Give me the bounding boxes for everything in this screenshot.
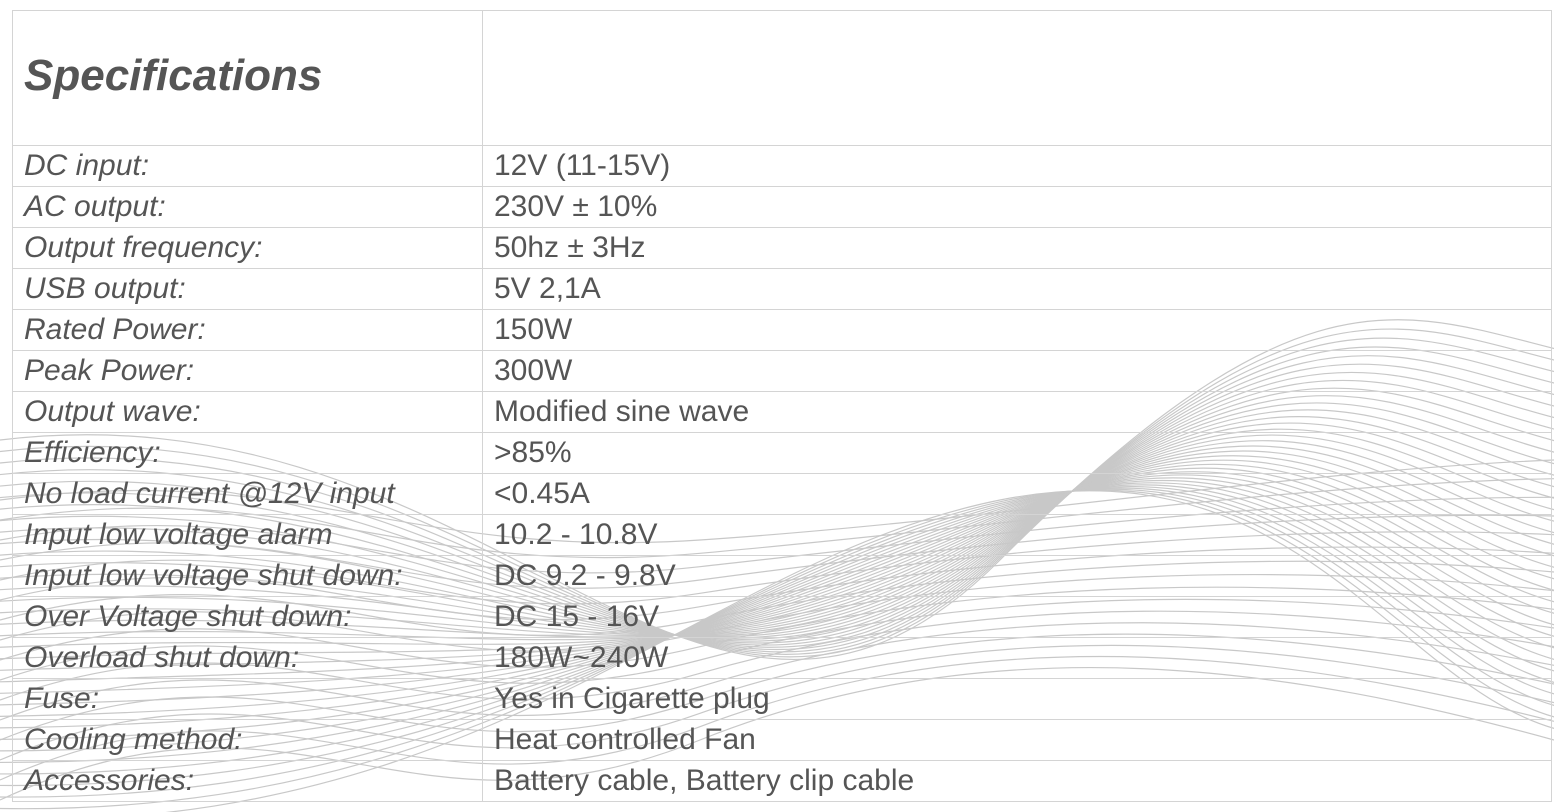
- spec-label: Output wave:: [12, 391, 483, 433]
- spec-row: Fuse: Yes in Cigarette plug: [12, 678, 1552, 720]
- spec-row: Input low voltage alarm 10.2 - 10.8V: [12, 514, 1552, 556]
- spec-value: 10.2 - 10.8V: [482, 514, 1552, 556]
- spec-row: Overload shut down: 180W~240W: [12, 637, 1552, 679]
- spec-row: Peak Power: 300W: [12, 350, 1552, 392]
- spec-label: AC output:: [12, 186, 483, 228]
- table-body: Specifications DC input: 12V (11-15V) AC o…: [12, 10, 1552, 802]
- spec-row: Output wave: Modified sine wave: [12, 391, 1552, 433]
- spec-label: Accessories:: [12, 760, 483, 802]
- spec-label: Fuse:: [12, 678, 483, 720]
- spec-value: DC 15 - 16V: [482, 596, 1552, 638]
- header-cell: [482, 10, 1552, 146]
- spec-label: DC input:: [12, 145, 483, 187]
- spec-row: Accessories: Battery cable, Battery clip …: [12, 760, 1552, 802]
- spec-label: Peak Power:: [12, 350, 483, 392]
- spec-label: No load current @12V input: [12, 473, 483, 515]
- spec-value: 300W: [482, 350, 1552, 392]
- spec-label: Output frequency:: [12, 227, 483, 269]
- spec-value: >85%: [482, 432, 1552, 474]
- spec-value: 50hz ± 3Hz: [482, 227, 1552, 269]
- spec-row: AC output: 230V ± 10%: [12, 186, 1552, 228]
- spec-row: Rated Power: 150W: [12, 309, 1552, 351]
- spec-label: Over Voltage shut down:: [12, 596, 483, 638]
- spec-value: Yes in Cigarette plug: [482, 678, 1552, 720]
- spec-row: USB output: 5V 2,1A: [12, 268, 1552, 310]
- spec-row: No load current @12V input <0.45A: [12, 473, 1552, 515]
- spec-value: 230V ± 10%: [482, 186, 1552, 228]
- spec-value: DC 9.2 - 9.8V: [482, 555, 1552, 597]
- title: Specifications: [24, 50, 323, 100]
- spec-label: Overload shut down:: [12, 637, 483, 679]
- spec-label: Input low voltage alarm: [12, 514, 483, 556]
- spec-value: 5V 2,1A: [482, 268, 1552, 310]
- spec-row: DC input: 12V (11-15V): [12, 145, 1552, 187]
- spec-row: Output frequency: 50hz ± 3Hz: [12, 227, 1552, 269]
- spec-row: Input low voltage shut down: DC 9.2 - 9.8…: [12, 555, 1552, 597]
- spec-table: Specifications DC input: 12V (11-15V) AC o…: [12, 10, 1552, 802]
- spec-value: 150W: [482, 309, 1552, 351]
- spec-value: Heat controlled Fan: [482, 719, 1552, 761]
- header-cell: Specifications: [12, 10, 483, 146]
- spec-row: Cooling method: Heat controlled Fan: [12, 719, 1552, 761]
- spec-label: Cooling method:: [12, 719, 483, 761]
- spec-label: Rated Power:: [12, 309, 483, 351]
- spec-label: Input low voltage shut down:: [12, 555, 483, 597]
- spec-value: <0.45A: [482, 473, 1552, 515]
- header-row: Specifications: [12, 10, 1552, 146]
- spec-row: Efficiency: >85%: [12, 432, 1552, 474]
- spec-value: 12V (11-15V): [482, 145, 1552, 187]
- spec-value: Battery cable, Battery clip cable: [482, 760, 1552, 802]
- spec-value: Modified sine wave: [482, 391, 1552, 433]
- spec-value: 180W~240W: [482, 637, 1552, 679]
- spec-row: Over Voltage shut down: DC 15 - 16V: [12, 596, 1552, 638]
- spec-label: Efficiency:: [12, 432, 483, 474]
- spec-label: USB output:: [12, 268, 483, 310]
